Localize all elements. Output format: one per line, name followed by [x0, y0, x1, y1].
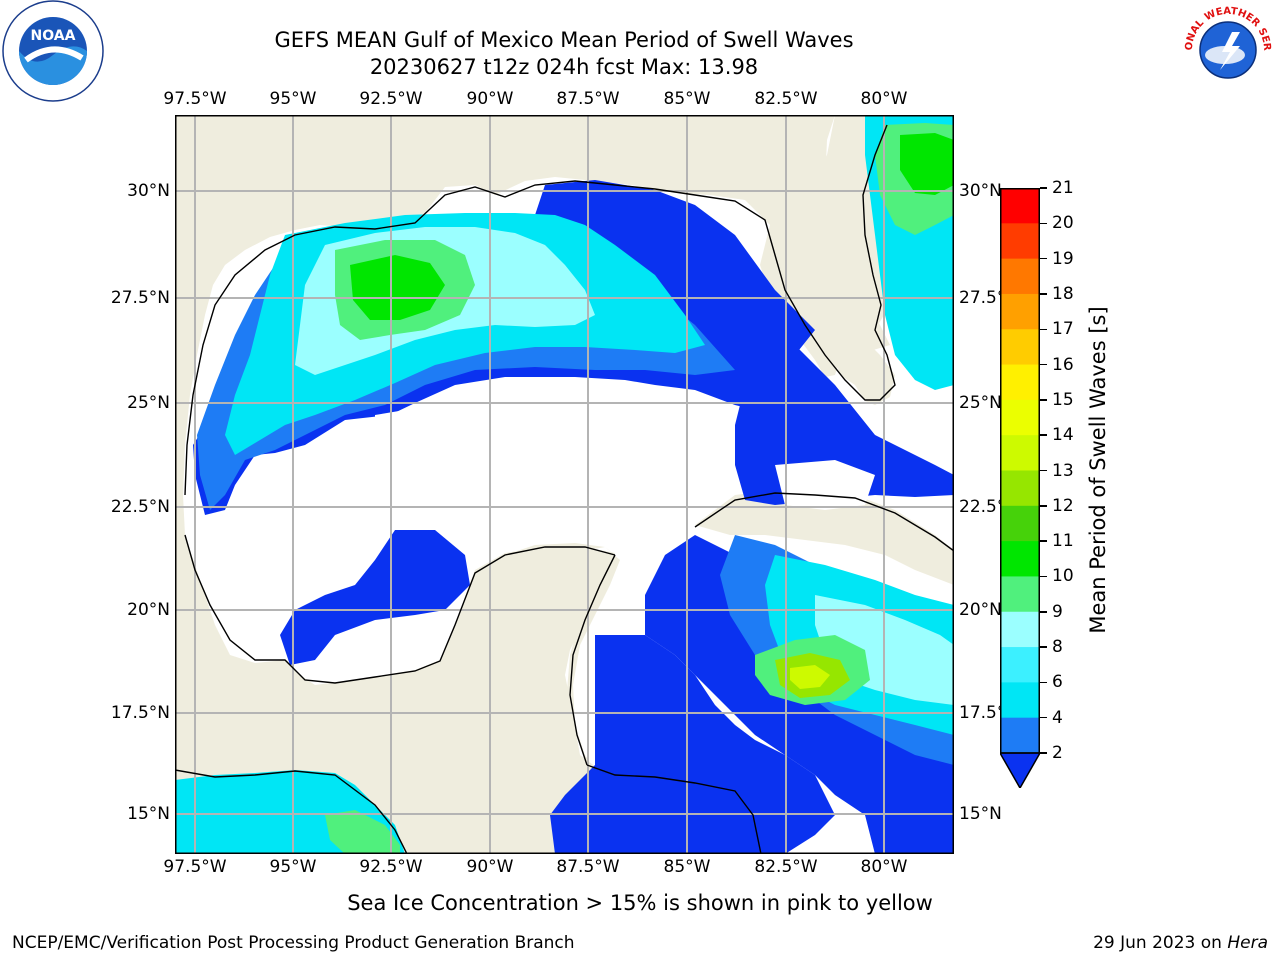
lon-label-bottom: 92.5°W [359, 857, 423, 877]
coastline [175, 124, 954, 854]
machine-name: Hera [1227, 933, 1268, 953]
lon-label-bottom: 82.5°W [754, 857, 818, 877]
colorbar-tick-mark [1040, 293, 1047, 295]
lat-label-right: 30°N [959, 181, 1002, 201]
sea-ice-note-text: Sea Ice Concentration > 15% is shown in … [347, 891, 933, 915]
colorbar-tick-mark [1040, 752, 1047, 754]
lat-label-left: 27.5°N [110, 288, 170, 308]
colorbar-tick-mark [1040, 257, 1047, 260]
colorbar-tick-label: 17 [1052, 319, 1074, 340]
colorbar-segment [1000, 682, 1040, 719]
nws-logo: NATIONAL WEATHER SERVICE [1178, 0, 1277, 99]
noaa-logo: NOAA [2, 0, 104, 102]
colorbar-tick-mark [1040, 646, 1047, 648]
colorbar-tick-mark [1040, 222, 1047, 225]
lat-label-left: 20°N [127, 600, 170, 620]
colorbar-tick-label: 11 [1052, 531, 1074, 552]
colorbar-tick-label: 12 [1052, 495, 1074, 516]
colorbar-tick-mark [1040, 505, 1047, 507]
lon-label-top: 97.5°W [163, 89, 227, 109]
lon-label-bottom: 90°W [466, 857, 514, 877]
colorbar-tick-mark [1040, 575, 1047, 578]
colorbar-tick-label: 14 [1052, 425, 1074, 446]
lon-label-bottom: 95°W [269, 857, 317, 877]
colorbar-tick-mark [1040, 540, 1047, 542]
colorbar-segment [1000, 399, 1040, 436]
svg-text:NOAA: NOAA [31, 28, 76, 44]
credit-text: NCEP/EMC/Verification Post Processing Pr… [12, 933, 575, 953]
colorbar-segment [1000, 364, 1040, 401]
colorbar-segment [1000, 258, 1040, 295]
map-frame [175, 115, 954, 854]
colorbar-tick-mark [1040, 469, 1047, 472]
colorbar-tick-mark [1040, 611, 1047, 613]
colorbar-tick-mark [1040, 681, 1047, 684]
colorbar-tick-label: 20 [1052, 213, 1074, 234]
colorbar-segment [1000, 647, 1040, 683]
colorbar-tick-label: 8 [1052, 637, 1063, 658]
lat-label-left: 17.5°N [110, 703, 170, 723]
lat-label-right: 20°N [959, 600, 1002, 620]
map-panel [175, 115, 954, 854]
sea-ice-note: Sea Ice Concentration > 15% is shown in … [0, 891, 1280, 915]
colorbar-tick-mark [1040, 399, 1047, 401]
colorbar-tick-label: 4 [1052, 707, 1063, 728]
colorbar-tick-label: 19 [1052, 248, 1074, 269]
lon-label-bottom: 97.5°W [163, 857, 227, 877]
colorbar-tick-label: 18 [1052, 283, 1074, 304]
colorbar-tick-label: 16 [1052, 354, 1074, 375]
colorbar-tick-label: 10 [1052, 566, 1074, 587]
colorbar-tick-mark [1040, 434, 1047, 436]
colorbar-segment [1000, 470, 1040, 507]
colorbar-tick-label: 9 [1052, 601, 1063, 622]
colorbar-segment [1000, 329, 1040, 366]
colorbar-tick-label: 13 [1052, 460, 1074, 481]
date-info: 29 Jun 2023 on Hera [1093, 933, 1268, 953]
colorbar-segment [1000, 223, 1040, 260]
map-subtitle: 20230627 t12z 024h fcst Max: 13.98 [369, 55, 759, 79]
map-title: GEFS MEAN Gulf of Mexico Mean Period of … [274, 28, 854, 52]
colorbar-tick-label: 2 [1052, 743, 1063, 763]
colorbar-tick-mark [1040, 328, 1047, 330]
lat-label-right: 25°N [959, 393, 1002, 413]
lon-label-bottom: 87.5°W [556, 857, 620, 877]
lat-label-left: 22.5°N [110, 497, 170, 517]
colorbar-label: Mean Period of Swell Waves [s] [1086, 306, 1110, 634]
colorbar [1000, 188, 1040, 788]
colorbar-segment [1000, 435, 1040, 471]
colorbar-segment [1000, 505, 1040, 542]
lon-label-top: 85°W [663, 89, 711, 109]
land-cuba [695, 490, 954, 585]
colorbar-tick-label: 21 [1052, 178, 1074, 198]
lon-label-bottom: 85°W [663, 857, 711, 877]
date-text: 29 Jun 2023 on [1093, 933, 1222, 953]
lat-label-left: 30°N [127, 181, 170, 201]
colorbar-tick-label: 15 [1052, 389, 1074, 410]
lon-label-top: 92.5°W [359, 89, 423, 109]
colorbar-tick-mark [1040, 187, 1047, 189]
lat-label-right: 15°N [959, 804, 1002, 824]
lon-label-bottom: 80°W [860, 857, 908, 877]
colorbar-segment [1000, 293, 1040, 330]
colorbar-extend-triangle [1000, 752, 1040, 788]
colorbar-tick-label: 6 [1052, 672, 1063, 693]
colorbar-segment [1000, 576, 1040, 613]
lat-label-left: 15°N [127, 804, 170, 824]
colorbar-frame [1000, 188, 1040, 754]
colorbar-tick-mark [1040, 716, 1047, 719]
lon-label-top: 87.5°W [556, 89, 620, 109]
colorbar-tick-mark [1040, 363, 1047, 366]
lon-label-top: 82.5°W [754, 89, 818, 109]
colorbar-segment [1000, 188, 1040, 224]
colorbar-segment [1000, 717, 1040, 754]
lat-label-left: 25°N [127, 393, 170, 413]
colorbar-segment [1000, 611, 1040, 648]
lon-label-top: 80°W [860, 89, 908, 109]
map-grid [175, 115, 954, 854]
lon-label-top: 90°W [466, 89, 514, 109]
colorbar-segment [1000, 541, 1040, 577]
lon-label-top: 95°W [269, 89, 317, 109]
